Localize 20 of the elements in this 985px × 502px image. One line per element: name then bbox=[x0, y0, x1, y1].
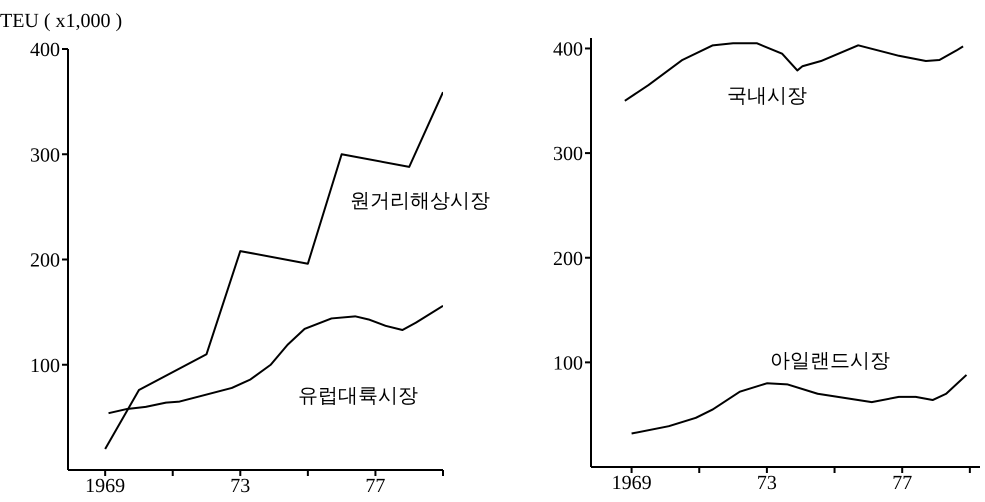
y-tick-label: 300 bbox=[553, 143, 583, 166]
x-tick-label: 1969 bbox=[612, 472, 652, 494]
y-tick-label: 100 bbox=[553, 352, 583, 374]
x-tick-label: 1969 bbox=[85, 475, 126, 498]
x-tick-label: 73 bbox=[756, 472, 777, 494]
y-tick-label: 400 bbox=[553, 38, 583, 61]
line-series bbox=[630, 374, 968, 435]
annotation: 원거리해상시장 bbox=[350, 188, 490, 212]
x-tick-label: 77 bbox=[892, 472, 912, 494]
annotation: 아일랜드시장 bbox=[770, 348, 890, 372]
y-tick-label: 400 bbox=[30, 39, 60, 62]
y-tick-label: 200 bbox=[553, 248, 583, 270]
annotation: 유럽대륙시장 bbox=[298, 383, 418, 407]
y-axis-title: TEU ( x1,000 ) bbox=[0, 10, 122, 32]
x-tick-label: 77 bbox=[365, 475, 386, 498]
y-tick-label: 300 bbox=[30, 144, 60, 166]
y-tick-label: 200 bbox=[30, 250, 60, 272]
annotation: 국내시장 bbox=[727, 83, 807, 107]
x-tick-label: 73 bbox=[230, 475, 250, 498]
y-tick-label: 100 bbox=[30, 354, 60, 377]
